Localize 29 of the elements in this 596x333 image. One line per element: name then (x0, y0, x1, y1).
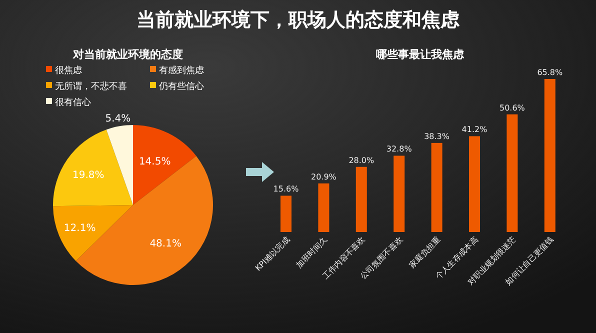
data-label: 28.0% (348, 156, 374, 165)
chart-subtitle: 哪些事最让我焦虑 (376, 48, 465, 61)
data-label: 5.4% (105, 113, 131, 124)
legend-item: 仍有些信心 (150, 82, 204, 92)
legend-item: 很焦虑 (46, 66, 82, 76)
data-label: 41.2% (462, 125, 488, 134)
x-tick-label: KPI难以完成 (254, 235, 292, 273)
text: 当前就业环境下，职场人的态度和焦虑 (136, 9, 460, 31)
legend-item: 有感到焦虑 (150, 66, 204, 76)
legend-label: 仍有些信心 (158, 81, 204, 92)
data-label: 12.1% (64, 223, 96, 234)
legend-label: 无所谓，不悲不喜 (55, 81, 127, 92)
legend-label: 很有信心 (55, 97, 91, 108)
data-label: 50.6% (499, 103, 526, 112)
legend-item: 很有信心 (46, 98, 91, 108)
data-label: 19.8% (72, 170, 104, 181)
data-label: 32.8% (386, 144, 412, 154)
data-label: 14.5% (138, 156, 171, 168)
data-label: 48.1% (150, 238, 182, 250)
legend-label: 很焦虑 (55, 65, 82, 76)
x-tick-label: 加班时间久 (294, 235, 330, 270)
chart-subtitle: 对当前就业环境的态度 (72, 48, 183, 61)
data-label: 15.6% (273, 184, 300, 194)
data-label: 38.3% (424, 132, 450, 141)
x-tick-label: 家庭负担重 (408, 235, 442, 270)
data-label: 65.8% (537, 68, 563, 77)
legend-item: 无所谓，不悲不喜 (46, 82, 127, 92)
legend-label: 有感到焦虑 (159, 65, 204, 76)
data-label: 20.9% (310, 172, 337, 182)
